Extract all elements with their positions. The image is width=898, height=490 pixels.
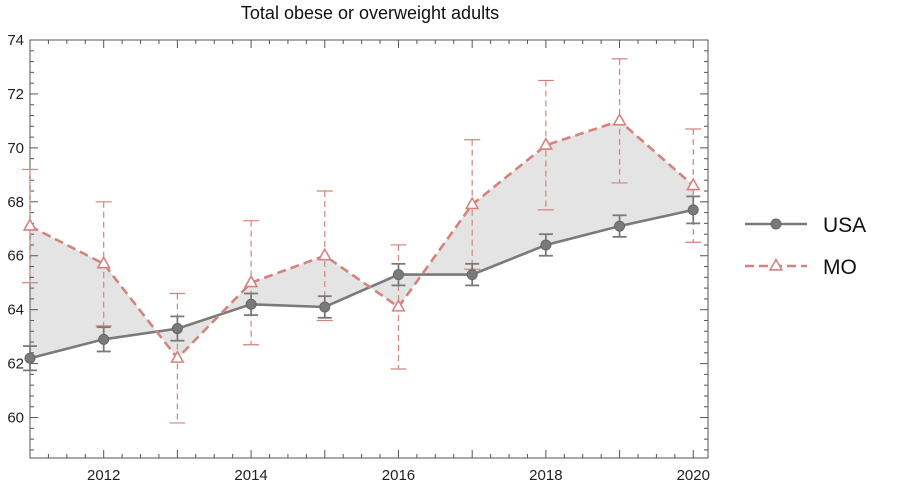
x-tick-label: 2020	[677, 467, 710, 484]
y-tick-label: 66	[7, 248, 24, 265]
y-tick-label: 68	[7, 194, 24, 211]
x-tick-label: 2016	[382, 467, 415, 484]
y-tick-label: 60	[7, 410, 24, 427]
mo-legend-marker	[768, 257, 784, 271]
usa-point	[171, 323, 183, 335]
mo-point	[464, 196, 480, 210]
fill-between-region	[30, 120, 694, 359]
mo-legend-label: MO	[823, 256, 857, 279]
y-tick-label: 70	[7, 140, 24, 157]
usa-point	[466, 269, 478, 281]
x-tick-label: 2012	[87, 467, 120, 484]
y-tick-label: 62	[7, 356, 24, 373]
x-tick-label: 2014	[234, 467, 267, 484]
chart-title: Total obese or overweight adults	[241, 3, 499, 23]
usa-point	[687, 204, 699, 216]
y-tick-label: 64	[7, 302, 24, 319]
mo-series-line	[29, 119, 695, 361]
usa-point	[245, 298, 257, 310]
usa-point	[392, 269, 404, 281]
mo-point	[317, 247, 333, 261]
mo-point	[391, 298, 406, 312]
mo-point	[612, 112, 627, 126]
mo-point	[686, 177, 701, 191]
usa-point	[98, 333, 110, 345]
legend: USA MO	[745, 214, 866, 279]
usa-legend-marker	[770, 218, 782, 230]
usa-point	[540, 239, 552, 251]
y-tick-label: 74	[7, 32, 24, 49]
mo-point	[96, 255, 111, 269]
x-tick-label: 2018	[529, 467, 562, 484]
mo-point	[538, 137, 554, 150]
usa-point	[24, 352, 36, 364]
usa-point	[319, 301, 331, 313]
usa-legend-label: USA	[823, 214, 866, 237]
plot-area: 2012 2014 2016 2018 2020 60 62 64 66 68 70 72 74	[7, 32, 710, 484]
mo-point	[22, 217, 38, 231]
usa-point	[614, 220, 626, 232]
y-tick-label: 72	[7, 86, 24, 103]
mo-point	[243, 274, 259, 288]
mo-point	[170, 350, 185, 363]
plot-frame	[29, 39, 709, 459]
usa-series-line	[29, 208, 694, 360]
